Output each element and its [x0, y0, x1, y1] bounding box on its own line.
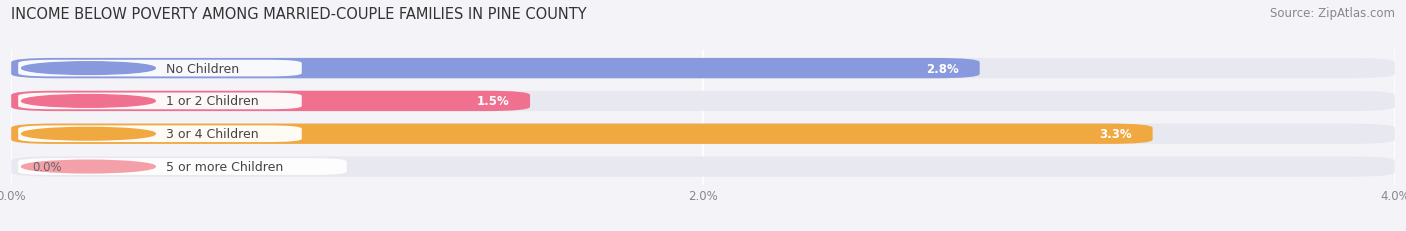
Circle shape	[21, 95, 155, 108]
FancyBboxPatch shape	[18, 126, 302, 143]
Text: 3 or 4 Children: 3 or 4 Children	[166, 128, 259, 141]
Circle shape	[21, 161, 155, 173]
Text: 5 or more Children: 5 or more Children	[166, 160, 283, 173]
Text: 3.3%: 3.3%	[1099, 128, 1132, 141]
FancyBboxPatch shape	[11, 124, 1153, 144]
FancyBboxPatch shape	[11, 91, 1395, 112]
Circle shape	[21, 62, 155, 75]
Text: INCOME BELOW POVERTY AMONG MARRIED-COUPLE FAMILIES IN PINE COUNTY: INCOME BELOW POVERTY AMONG MARRIED-COUPL…	[11, 7, 586, 22]
Text: 0.0%: 0.0%	[32, 160, 62, 173]
Text: 2.8%: 2.8%	[927, 62, 959, 75]
FancyBboxPatch shape	[11, 157, 1395, 177]
FancyBboxPatch shape	[18, 93, 302, 110]
Text: Source: ZipAtlas.com: Source: ZipAtlas.com	[1270, 7, 1395, 20]
Text: 1.5%: 1.5%	[477, 95, 509, 108]
FancyBboxPatch shape	[11, 59, 980, 79]
Text: No Children: No Children	[166, 62, 239, 75]
Circle shape	[21, 128, 155, 140]
FancyBboxPatch shape	[18, 158, 347, 175]
FancyBboxPatch shape	[11, 124, 1395, 144]
FancyBboxPatch shape	[11, 91, 530, 112]
Text: 1 or 2 Children: 1 or 2 Children	[166, 95, 259, 108]
FancyBboxPatch shape	[18, 61, 302, 77]
FancyBboxPatch shape	[11, 59, 1395, 79]
